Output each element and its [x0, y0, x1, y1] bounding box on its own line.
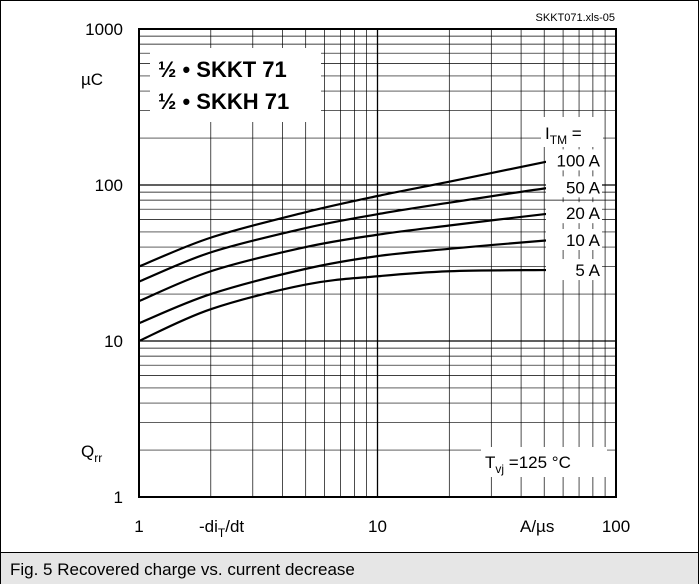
grid-major	[139, 29, 616, 497]
x-tick-label: 100	[602, 517, 630, 536]
x-tick-label: 10	[368, 517, 387, 536]
x-axis-label-suffix: /dt	[225, 517, 244, 536]
series-label-bg	[546, 202, 602, 224]
chart-svg: SKKT071.xls-05 ½ • SKKT 71 ½ • SKKH 71 µ…	[81, 12, 630, 540]
series-line	[138, 236, 593, 325]
chart-title-line-2: ½ • SKKH 71	[158, 89, 289, 114]
file-ref: SKKT071.xls-05	[536, 12, 615, 24]
y-tick-label: 1000	[85, 20, 123, 39]
x-axis-label-main: -di	[199, 517, 218, 536]
series-line	[138, 268, 593, 343]
y-axis-label: Qrr	[81, 442, 102, 465]
figure-caption: Fig. 5 Recovered charge vs. current decr…	[10, 560, 355, 579]
legend-title-sub: TM	[550, 133, 567, 147]
x-unit-label: A/µs	[520, 517, 554, 536]
series-labels: 100 A 50 A 20 A 10 A 5 A	[546, 149, 602, 281]
x-axis-label-sub: T	[218, 526, 226, 540]
x-axis-label: -diT/dt	[199, 517, 244, 540]
legend-title-suffix: =	[567, 124, 582, 143]
series-label: 5 A	[575, 261, 600, 280]
y-tick-label: 100	[95, 176, 123, 195]
series-label: 50 A	[566, 178, 601, 197]
legend-title-main: I	[545, 124, 550, 143]
series-label-bg	[546, 229, 602, 251]
series-label-bg	[546, 259, 602, 281]
x-tick-labels: 1 10 100	[134, 517, 630, 536]
legend-title-box	[541, 117, 603, 147]
series-label-bg	[546, 149, 602, 171]
series-group	[138, 152, 594, 343]
y-tick-labels: 1 10 100 1000	[85, 20, 123, 507]
y-tick-label: 10	[104, 332, 123, 351]
caption-bar: Fig. 5 Recovered charge vs. current decr…	[1, 552, 698, 584]
legend-title: ITM =	[545, 124, 582, 147]
chart-title-line-1: ½ • SKKT 71	[158, 57, 287, 82]
y-unit-label: µC	[81, 70, 103, 89]
condition-label: Tvj =125 °C	[485, 453, 571, 476]
series-line	[138, 181, 594, 283]
y-tick-label: 1	[114, 488, 123, 507]
series-label: 20 A	[566, 204, 601, 223]
y-axis-label-main: Q	[81, 442, 94, 461]
condition-sub: vj	[495, 462, 504, 476]
series-label-bg	[546, 176, 602, 198]
condition-main: T	[485, 453, 495, 472]
x-tick-label: 1	[134, 517, 143, 536]
series-line	[138, 152, 594, 268]
condition-suffix: =125 °C	[504, 453, 571, 472]
series-label: 100 A	[557, 151, 601, 170]
title-box	[150, 48, 321, 122]
plot-border	[138, 28, 617, 498]
y-axis-label-sub: rr	[94, 451, 102, 465]
condition-box	[481, 447, 607, 477]
series-line	[138, 208, 594, 303]
series-label: 10 A	[566, 231, 601, 250]
